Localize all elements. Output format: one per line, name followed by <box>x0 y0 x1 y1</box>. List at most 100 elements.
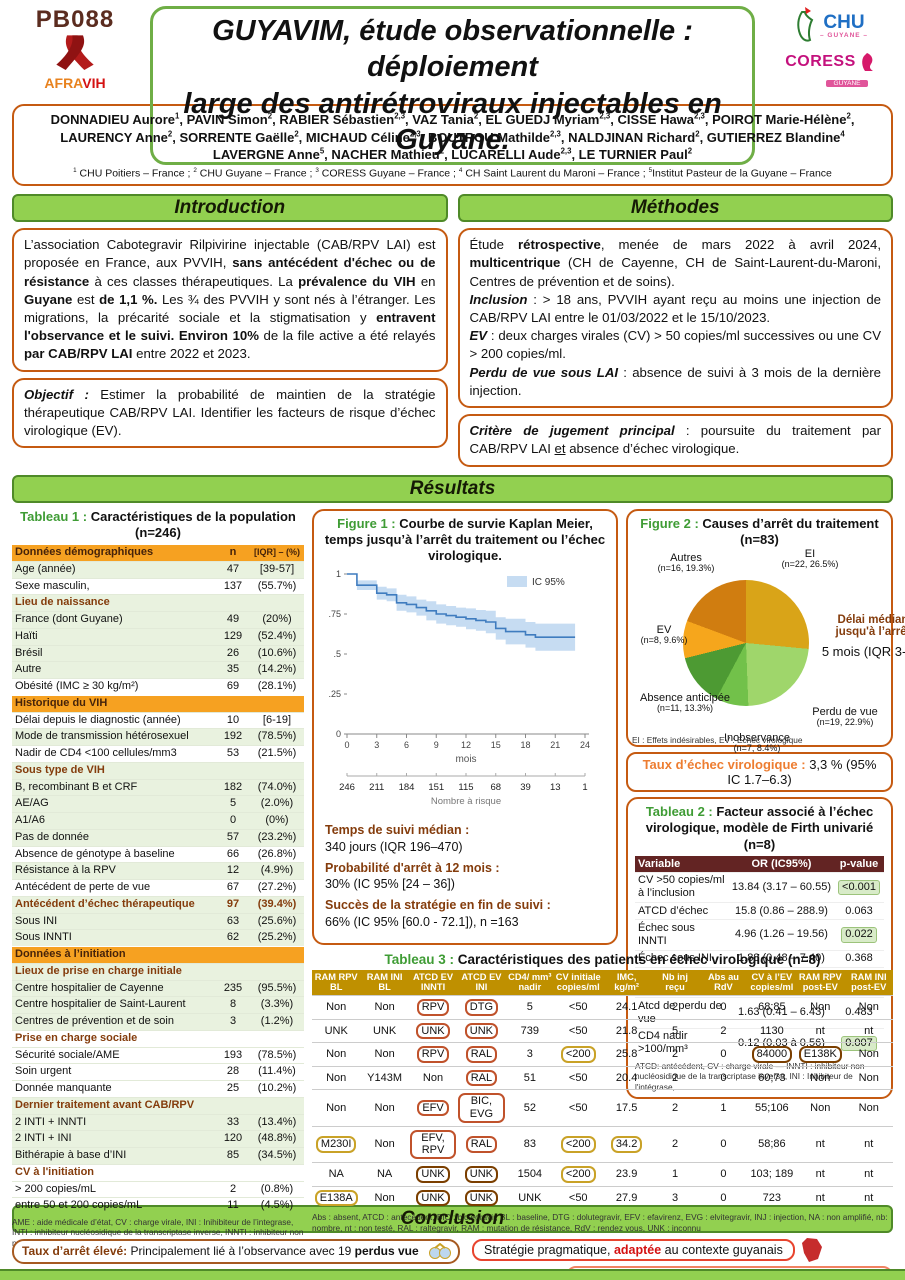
tableau1: Tableau 1 : Caractéristiques de la popul… <box>12 509 304 1248</box>
pie-label: Absence anticipée (n=11, 13.3%) <box>640 692 730 714</box>
stat-suivi: Temps de suivi médian :340 jours (IQR 19… <box>325 823 470 854</box>
authors-affiliations: 1 CHU Poitiers – France ; 2 CHU Guyane –… <box>73 166 832 180</box>
header: PB088 AFRAVIH GUYAVIM, étude observation… <box>0 0 905 165</box>
tableau1-row: CV à l'initiation <box>12 1163 304 1182</box>
tableau1-row: Sexe masculin, 137 (55.7%) <box>12 577 304 595</box>
tableau1-row: France (dont Guyane) 49 (20%) <box>12 611 304 629</box>
coress-logo: CORESS GUYANE <box>765 52 895 90</box>
tableau1-row: Délai depuis le diagnostic (année) 10 [6-1… <box>12 711 304 729</box>
svg-text:115: 115 <box>458 782 473 793</box>
tableau1-row: Pas de donnée 57 (23.2%) <box>12 828 304 847</box>
chu-subtitle: – GUYANE – <box>819 32 869 39</box>
tableau3-row: M230I Non EFV, RPV RAL 83 <200 34.2 2 0 58;86 nt nt <box>312 1125 893 1163</box>
tableau3-header-cell: RAM RPV BL <box>312 969 361 996</box>
tableau2-row: Échec sous INNTI 4.96 (1.26 – 19.56) 0.022 <box>635 919 884 951</box>
coress-wordmark: CORESS <box>785 53 856 70</box>
methodes-text: Étude rétrospective, menée de mars 2022 … <box>457 228 893 409</box>
svg-text:24: 24 <box>580 740 590 750</box>
afravih-part1: AFRA <box>44 75 83 91</box>
pie-label: EV (n=8, 9.6%) <box>640 624 688 646</box>
tableau3-row: Non Non EFV BIC, EVG 52 <50 17.5 2 1 55;106 Non Non <box>312 1089 893 1127</box>
tableau1-row: Lieu de naissance <box>12 594 304 612</box>
tableau2-row: ATCD d’échec 15.8 (0.86 – 288.9) 0.063 <box>635 902 884 920</box>
tableau1-row: A1/A6 0 (0%) <box>12 812 304 830</box>
title-line2: large des antirétroviraux injectables en… <box>183 87 722 156</box>
figure1-title: Figure 1 : Courbe de survie Kaplan Meier… <box>324 515 606 564</box>
coress-subtitle: GUYANE <box>825 80 869 87</box>
svg-text:39: 39 <box>520 782 531 793</box>
coress-ribbon-icon <box>861 53 873 71</box>
svg-text:12: 12 <box>461 740 471 750</box>
svg-text:.5: .5 <box>333 649 341 659</box>
figure2: Figure 2 : Causes d’arrêt du traitement … <box>626 508 905 753</box>
svg-text:IC 95%: IC 95% <box>532 577 565 588</box>
tableau1-row: Obésité (IMC ≥ 30 kg/m²) 69 (28.1%) <box>12 678 304 696</box>
tableau1-row: AE/AG 5 (2.0%) <box>12 795 304 813</box>
svg-text:1: 1 <box>582 782 587 793</box>
svg-text:6: 6 <box>404 740 409 750</box>
tableau1-row: Sous INI 63 (25.6%) <box>12 912 304 930</box>
authors-box: DONNADIEU Aurore1, PAVIN Simon2, RABIER … <box>12 104 893 187</box>
svg-text:18: 18 <box>520 740 530 750</box>
tableau3-header-cell: Abs au RdV <box>699 969 748 996</box>
tableau2-title: Tableau 2 : Facteur associé à l’échec vi… <box>645 804 874 852</box>
stat-succes: Succès de la stratégie en fin de suivi :… <box>325 898 551 929</box>
stat-arret: Probabilité d'arrêt à 12 mois :30% (IC 9… <box>325 860 500 892</box>
tableau3-header-cell: RAM INI BL <box>360 969 409 996</box>
tableau1-row: Absence de génotype à baseline 66 (26.8%) <box>12 845 304 863</box>
tableau3-header-cell: CV initiale copies/ml <box>554 969 603 996</box>
afravih-logo: PB088 AFRAVIH <box>10 6 140 91</box>
tableau1-row: 2 INTI + INNTI 33 (13.4%) <box>12 1113 304 1131</box>
tableau1-row: Sous INNTI 62 (25.2%) <box>12 929 304 947</box>
guyane-map-red-icon <box>801 1237 822 1262</box>
tableau3-row: Non Y143M Non RAL 51 <50 20.4 2 0 60;73 Non Non <box>312 1065 893 1090</box>
tableau3-header-cell: RAM RPV post-EV <box>796 969 845 996</box>
figure2-title: Figure 2 : Causes d’arrêt du traitement … <box>640 515 879 547</box>
tableau1-row: Nadir de CD4 <100 cellules/mm3 53 (21.5%) <box>12 745 304 763</box>
svg-text:.75: .75 <box>328 609 341 619</box>
title-line1: GUYAVIM, étude observationnelle : déploi… <box>212 15 693 84</box>
tableau3: Tableau 3 : Caractéristiques des patient… <box>312 951 893 1234</box>
resultats-banner: Résultats <box>12 474 893 503</box>
introduction-column: Introduction L’association Cabotegravir … <box>12 194 448 466</box>
tableau1-row: Données démographiques n [IQR] – (%) <box>12 544 304 562</box>
pie-label: Inobservance (n=7, 8.4%) <box>723 732 791 754</box>
tableau1-row: Sous type de VIH <box>12 761 304 780</box>
tableau1-row: entre 50 et 200 copies/mL 11 (4.5%) <box>12 1197 304 1215</box>
delai-median: Délai médian jusqu'à l’arrêt 5 mois (IQR… <box>817 614 905 659</box>
tableau3-row: Non Non RPV RAL 3 <200 25.8 2 0 84000 E138K Non <box>312 1042 893 1067</box>
delai-value: 5 mois (IQR 3-11) <box>821 644 905 660</box>
tableau1-row: Prise en charge sociale <box>12 1029 304 1048</box>
partner-logos: CHU – GUYANE – CORESS GUYANE <box>765 6 895 90</box>
tableau1-row: Donnée manquante 25 (10.2%) <box>12 1080 304 1098</box>
svg-text:15: 15 <box>491 740 501 750</box>
tableau1-row: Historique du VIH <box>12 694 304 713</box>
figure1-stats: Temps de suivi médian :340 jours (IQR 19… <box>321 822 609 930</box>
svg-text:Nombre à risque: Nombre à risque <box>431 796 501 807</box>
svg-text:.25: .25 <box>328 689 341 699</box>
svg-text:mois: mois <box>455 754 476 765</box>
conclusion-taux-arret: Taux d’arrêt élevé: Principalement lié à… <box>12 1238 460 1265</box>
svg-text:13: 13 <box>550 782 561 793</box>
tableau1-row: 2 INTI + INI 120 (48.8%) <box>12 1130 304 1148</box>
binoculars-icon <box>429 1243 451 1260</box>
pie-label: EI (n=22, 26.5%) <box>781 548 839 570</box>
taux-echec-label: Taux d’échec virologique : <box>642 757 806 773</box>
tableau3-row: UNK UNK UNK UNK 739 <50 21.8 5 2 1130 nt nt <box>312 1018 893 1043</box>
svg-text:21: 21 <box>550 740 560 750</box>
tableau3-table: RAM RPV BL RAM INI BL ATCD EV INNTI ATCD EV… <box>312 969 893 1210</box>
authors-names: DONNADIEU Aurore1, PAVIN Simon2, RABIER … <box>50 111 855 163</box>
intro-methods-row: Introduction L’association Cabotegravir … <box>12 194 893 467</box>
tableau1-row: Haïti 129 (52.4%) <box>12 627 304 646</box>
tableau1-row: Age (année) 47 [39-57] <box>12 560 304 579</box>
tableau1-row: B, recombinant B et CRF 182 (74.0%) <box>12 778 304 796</box>
tableau1-row: Centre hospitalier de Cayenne 235 (95.5%) <box>12 979 304 997</box>
conclusion-strategie-text: Stratégie pragmatique, adaptée au contex… <box>484 1242 783 1257</box>
tableau1-row: Brésil 26 (10.6%) <box>12 644 304 662</box>
tableau1-row: Mode de transmission hétérosexuel 192 (78.… <box>12 728 304 746</box>
delai-label: Délai médian jusqu'à l’arrêt <box>835 614 905 639</box>
svg-text:184: 184 <box>399 782 415 793</box>
tableau1-row: Centre hospitalier de Saint-Laurent 8 (3.3… <box>12 996 304 1014</box>
tableau3-header-cell: CV à l’EV copies/ml <box>747 969 797 996</box>
